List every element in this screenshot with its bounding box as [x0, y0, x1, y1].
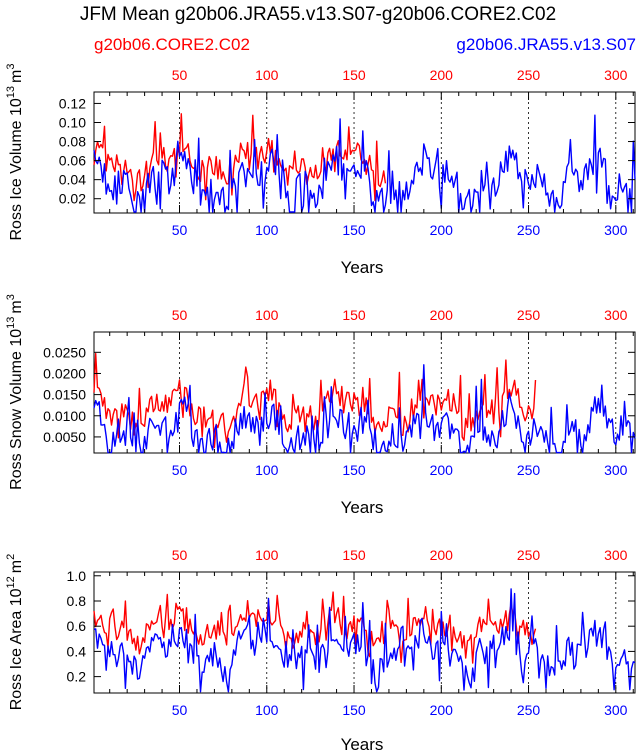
x-tick-label-top-50: 50 [172, 307, 188, 323]
legend-jra55: g20b06.JRA55.v13.S07 [456, 35, 636, 54]
y-tick-label-0.0250: 0.0250 [43, 344, 86, 360]
x-tick-label-top-250: 250 [517, 67, 541, 83]
y-tick-label-0.0200: 0.0200 [43, 365, 86, 381]
x-tick-label-bottom-200: 200 [430, 222, 454, 238]
tick-layer: 0.0050 0.0100 0.0150 0.0200 0.0250 50 100 150 20… [43, 307, 635, 478]
y-tick-label-0.10: 0.10 [59, 114, 86, 130]
x-tick-label-bottom-250: 250 [517, 222, 541, 238]
panel-ice-volume: 0.02 0.04 0.06 0.08 0.10 0.12 50 100 150 200 250 30… [5, 64, 636, 277]
tick-layer: 0.02 0.04 0.06 0.08 0.10 0.12 50 100 150 200 250 30… [59, 67, 635, 238]
y-tick-label-0.8: 0.8 [67, 593, 87, 609]
x-axis-label: Years [341, 735, 384, 753]
series-layer [93, 352, 636, 454]
x-tick-label-top-150: 150 [342, 67, 366, 83]
x-tick-label-top-250: 250 [517, 307, 541, 323]
y-tick-label-0.0100: 0.0100 [43, 408, 86, 424]
series-jra55-line [93, 114, 636, 213]
y-tick-label-0.06: 0.06 [59, 153, 86, 169]
y-axis-label: Ross Ice Area 1012m2 [5, 554, 25, 711]
series-jra55-line [93, 588, 636, 693]
y-tick-label-0.12: 0.12 [59, 95, 86, 111]
x-tick-label-bottom-150: 150 [342, 702, 366, 718]
x-tick-label-top-100: 100 [255, 67, 279, 83]
panel-ice-area: 0.2 0.4 0.6 0.8 1.0 50 100 150 200 250 300 50 100 150… [5, 547, 636, 753]
legend-core2: g20b06.CORE2.C02 [94, 35, 250, 54]
x-tick-label-bottom-100: 100 [255, 222, 279, 238]
y-tick-label-0.4: 0.4 [67, 643, 87, 659]
x-tick-label-top-150: 150 [342, 307, 366, 323]
x-tick-label-bottom-50: 50 [172, 222, 188, 238]
y-tick-label-1.0: 1.0 [67, 568, 87, 584]
x-tick-label-bottom-100: 100 [255, 702, 279, 718]
x-tick-label-top-200: 200 [430, 547, 454, 563]
x-axis-label: Years [341, 498, 384, 517]
panel-snow-volume: 0.0050 0.0100 0.0150 0.0200 0.0250 50 100 150 20… [5, 294, 636, 517]
figure-title: JFM Mean g20b06.JRA55.v13.S07-g20b06.COR… [80, 4, 556, 25]
x-tick-label-top-150: 150 [342, 547, 366, 563]
x-tick-label-top-300: 300 [604, 547, 628, 563]
x-tick-label-top-200: 200 [430, 67, 454, 83]
dashed-guides [179, 92, 617, 213]
plot-frame [93, 571, 636, 694]
series-core2-line [93, 352, 537, 449]
y-tick-label-0.04: 0.04 [59, 172, 86, 188]
x-tick-label-bottom-200: 200 [430, 462, 454, 478]
x-tick-label-bottom-250: 250 [517, 462, 541, 478]
y-tick-label-0.0050: 0.0050 [43, 429, 86, 445]
x-axis-label: Years [341, 258, 384, 277]
series-jra55-line [93, 364, 636, 454]
x-tick-label-bottom-200: 200 [430, 702, 454, 718]
y-axis-label: Ross Ice Volume 1013m3 [5, 64, 25, 241]
x-tick-label-top-100: 100 [255, 547, 279, 563]
x-tick-label-top-50: 50 [172, 547, 188, 563]
y-tick-label-0.0150: 0.0150 [43, 387, 86, 403]
x-tick-label-bottom-300: 300 [604, 702, 628, 718]
x-tick-label-bottom-300: 300 [604, 222, 628, 238]
series-layer [93, 113, 636, 213]
x-tick-label-top-100: 100 [255, 307, 279, 323]
y-tick-label-0.08: 0.08 [59, 134, 86, 150]
y-tick-label-0.6: 0.6 [67, 618, 87, 634]
x-tick-label-top-200: 200 [430, 307, 454, 323]
series-core2-line [93, 591, 537, 664]
x-tick-label-top-250: 250 [517, 547, 541, 563]
series-layer [93, 588, 636, 693]
x-tick-label-bottom-250: 250 [517, 702, 541, 718]
x-tick-label-bottom-50: 50 [172, 462, 188, 478]
tick-layer: 0.2 0.4 0.6 0.8 1.0 50 100 150 200 250 300 50 100 150… [67, 547, 635, 718]
x-tick-label-top-50: 50 [172, 67, 188, 83]
y-tick-label-0.2: 0.2 [67, 669, 87, 685]
x-tick-label-top-300: 300 [604, 67, 628, 83]
series-core2-line [93, 113, 387, 202]
x-tick-label-bottom-100: 100 [255, 462, 279, 478]
x-tick-label-bottom-150: 150 [342, 462, 366, 478]
x-tick-label-bottom-300: 300 [604, 462, 628, 478]
x-tick-label-top-300: 300 [604, 307, 628, 323]
x-tick-label-bottom-150: 150 [342, 222, 366, 238]
y-tick-label-0.02: 0.02 [59, 191, 86, 207]
y-axis-label: Ross Snow Volume 1013m3 [5, 294, 25, 490]
x-tick-label-bottom-50: 50 [172, 702, 188, 718]
